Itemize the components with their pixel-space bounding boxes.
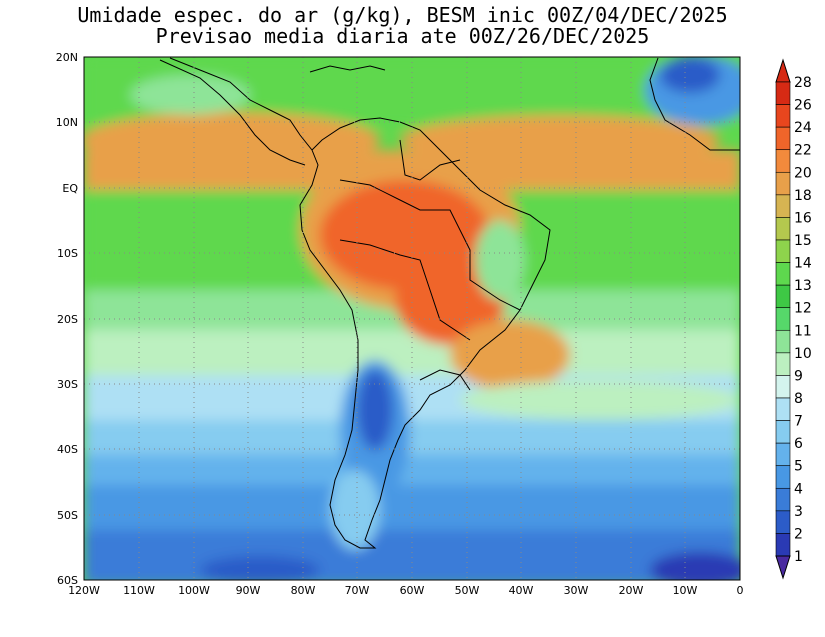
colorbar-swatch <box>775 262 791 286</box>
map-title-line-2: Previsao media diaria ate 00Z/26/DEC/202… <box>155 24 650 48</box>
colorbar-swatch <box>775 239 791 263</box>
lat-label: 30S <box>57 378 78 391</box>
lon-label: 30W <box>564 584 589 597</box>
colorbar-label: 13 <box>794 278 812 294</box>
lon-label: 60W <box>400 584 425 597</box>
colorbar-label: 22 <box>794 143 812 159</box>
graticule <box>84 57 740 580</box>
colorbar-swatch <box>775 104 791 128</box>
colorbar-label: 10 <box>794 346 812 362</box>
lat-label: 60S <box>57 574 78 587</box>
colorbar-label: 2 <box>794 526 803 542</box>
lat-label: 10S <box>57 247 78 260</box>
colorbar-swatch <box>775 307 791 331</box>
colorbar-swatch <box>775 465 791 489</box>
lon-label: 80W <box>291 584 316 597</box>
lon-label: 10W <box>673 584 698 597</box>
colorbar-label: 16 <box>794 210 812 226</box>
colorbar-swatch <box>775 397 791 421</box>
colorbar-label: 8 <box>794 391 803 407</box>
plot-frame <box>83 56 741 581</box>
colorbar-label: 24 <box>794 120 812 136</box>
colorbar-swatch <box>775 194 791 218</box>
colorbar-label: 11 <box>794 323 812 339</box>
colorbar-swatch <box>775 487 791 512</box>
coastlines <box>159 57 740 549</box>
lon-label: 70W <box>345 584 370 597</box>
lat-label: 10N <box>56 116 78 129</box>
colorbar-label: 28 <box>794 75 812 91</box>
colorbar-swatch <box>775 217 791 241</box>
colorbar-label: 20 <box>794 165 812 181</box>
colorbar-swatch <box>775 510 791 534</box>
colorbar-label: 15 <box>794 233 812 249</box>
colorbar-swatch <box>775 329 791 354</box>
lon-label: 0 <box>737 584 744 597</box>
lat-label: 40S <box>57 443 78 456</box>
lat-label: 50S <box>57 509 78 522</box>
lat-label: 20S <box>57 313 78 326</box>
colorbar-label: 1 <box>794 549 803 565</box>
lon-label: 90W <box>236 584 261 597</box>
humidity-field <box>84 57 740 580</box>
lon-label: 110W <box>123 584 155 597</box>
colorbar-swatch <box>775 284 791 309</box>
lon-label: 50W <box>455 584 480 597</box>
colorbar-swatch <box>775 352 791 376</box>
colorbar: 28 26 24 22 20 18 16 15 14 13 12 11 10 9 8 7 6 5 4 3 2 1 <box>775 58 812 580</box>
lon-label: 100W <box>178 584 210 597</box>
lat-axis: 20N 10N EQ 10S 20S 30S 40S 50S 60S <box>56 51 79 587</box>
map-title-line-1: Umidade espec. do ar (g/kg), BESM inic 0… <box>77 3 728 27</box>
lat-label: EQ <box>62 182 78 195</box>
colorbar-swatch <box>775 149 791 173</box>
colorbar-label: 5 <box>794 459 803 475</box>
lon-axis: 120W 110W 100W 90W 80W 70W 60W 50W 40W 3… <box>68 584 743 597</box>
colorbar-top-arrow <box>775 58 791 83</box>
colorbar-label: 26 <box>794 98 812 114</box>
colorbar-swatch <box>775 375 791 399</box>
lon-label: 20W <box>619 584 644 597</box>
colorbar-label: 3 <box>794 504 803 520</box>
colorbar-swatch <box>775 442 791 467</box>
colorbar-label: 9 <box>794 368 803 384</box>
colorbar-label: 12 <box>794 301 812 317</box>
lat-label: 20N <box>56 51 78 64</box>
lon-label: 40W <box>509 584 534 597</box>
colorbar-label: 4 <box>794 481 803 497</box>
colorbar-swatch <box>775 533 791 557</box>
colorbar-label: 18 <box>794 188 812 204</box>
colorbar-swatch <box>775 81 791 105</box>
colorbar-bottom-arrow <box>775 555 791 580</box>
lon-label: 120W <box>68 584 100 597</box>
colorbar-label: 7 <box>794 414 803 430</box>
colorbar-swatch <box>775 126 791 151</box>
colorbar-swatch <box>775 420 791 444</box>
colorbar-swatch <box>775 171 791 196</box>
colorbar-label: 14 <box>794 256 812 272</box>
colorbar-label: 6 <box>794 436 803 452</box>
